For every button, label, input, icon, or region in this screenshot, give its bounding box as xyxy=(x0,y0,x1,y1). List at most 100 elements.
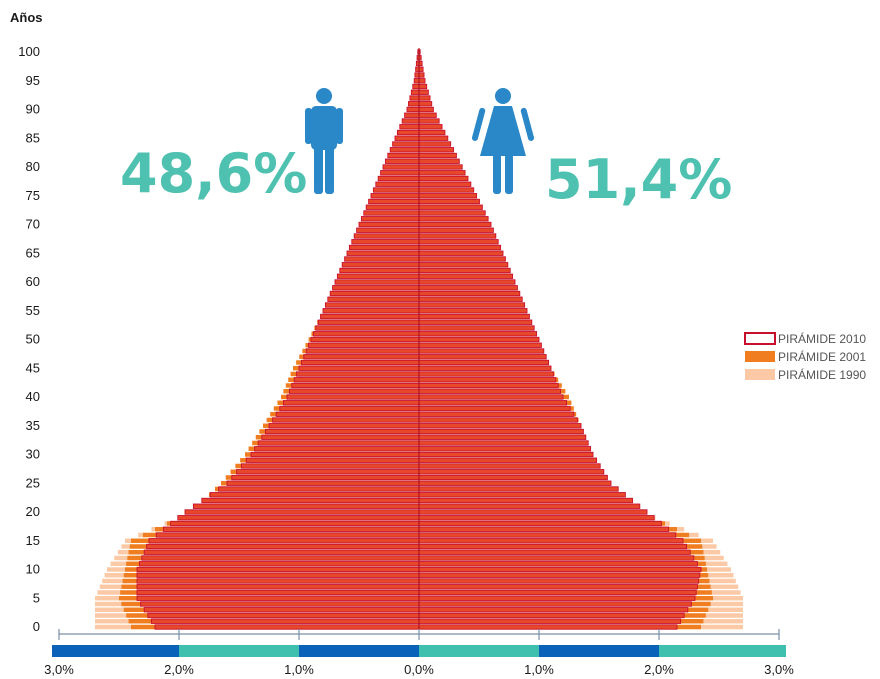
bar-female-p2010 xyxy=(418,336,540,343)
y-tick-label: 60 xyxy=(26,274,40,289)
bar-male-p2010 xyxy=(272,417,420,423)
bar-male-p2010 xyxy=(240,463,420,469)
y-tick-label: 90 xyxy=(26,102,40,117)
bar-female-p2010 xyxy=(418,486,619,492)
bar-female-p2010 xyxy=(418,555,695,561)
bar-female-p2010 xyxy=(418,72,425,78)
x-tick-label: 0,0% xyxy=(404,662,434,677)
bar-female-p2010 xyxy=(418,503,641,509)
x-axis-color-band xyxy=(52,645,786,657)
bar-male-p2010 xyxy=(300,359,420,366)
bar-female-p2010 xyxy=(418,319,533,325)
bar-female-p2010 xyxy=(418,124,443,130)
bar-female-p2010 xyxy=(418,492,626,498)
bar-male-p2010 xyxy=(320,313,420,320)
bar-female-p2010 xyxy=(418,532,677,538)
bar-female-p2010 xyxy=(418,446,592,452)
bar-female-p2010 xyxy=(418,359,550,366)
bar-male-p2010 xyxy=(245,457,420,463)
bar-male-p2010 xyxy=(353,233,420,239)
bar-female-p2010 xyxy=(418,198,480,205)
bar-male-p2010 xyxy=(377,175,420,182)
bar-female-p2010 xyxy=(418,411,575,417)
bar-male-p2010 xyxy=(406,106,420,113)
y-tick-label: 55 xyxy=(26,303,40,318)
bar-male-p2010 xyxy=(136,578,420,584)
bar-female-p2010 xyxy=(418,480,612,486)
bar-female-p2010 xyxy=(418,607,689,613)
bar-male-p2010 xyxy=(170,520,420,527)
bar-female-p2010 xyxy=(418,106,434,113)
x-axis xyxy=(58,629,780,640)
bar-female-p2010 xyxy=(418,313,530,320)
bar-female-p2010 xyxy=(418,147,455,153)
bar-male-p2010 xyxy=(404,112,420,118)
bar-male-p2010 xyxy=(291,382,420,389)
y-tick-label: 50 xyxy=(26,332,40,347)
y-tick-label: 80 xyxy=(26,159,40,174)
female-percent: 51,4% xyxy=(545,148,732,211)
legend-swatch-p2010 xyxy=(744,332,776,345)
x-band-segment xyxy=(539,645,659,657)
bar-female-p2010 xyxy=(418,624,678,630)
bar-male-p2010 xyxy=(315,325,420,331)
bar-male-p2010 xyxy=(372,187,420,193)
y-tick-label: 85 xyxy=(26,130,40,145)
bar-male-p2010 xyxy=(409,95,420,101)
bar-female-p2010 xyxy=(418,417,578,423)
bar-male-p2010 xyxy=(296,371,420,377)
bar-male-p2010 xyxy=(358,221,420,228)
bar-female-p2010 xyxy=(418,285,518,291)
bar-male-p2010 xyxy=(380,170,420,176)
y-tick-label: 65 xyxy=(26,245,40,260)
x-tick-label: 2,0% xyxy=(164,662,194,677)
bar-female-p2010 xyxy=(418,469,605,475)
bar-male-p2010 xyxy=(282,400,420,406)
bar-male-p2010 xyxy=(399,124,420,130)
x-tick-label: 2,0% xyxy=(644,662,674,677)
bar-male-p2010 xyxy=(143,549,420,555)
y-axis-title: Años xyxy=(10,10,43,25)
bar-female-p2010 xyxy=(418,451,594,458)
bar-male-p2010 xyxy=(308,342,420,348)
bar-female-p2010 xyxy=(418,250,504,256)
x-tick-label: 1,0% xyxy=(284,662,314,677)
bar-female-p2010 xyxy=(418,423,582,429)
bar-male-p2010 xyxy=(303,354,420,360)
bar-female-p2010 xyxy=(418,434,587,440)
bar-female-p2010 xyxy=(418,405,571,412)
legend-label-p2010: PIRÁMIDE 2010 xyxy=(778,331,866,346)
bar-male-p2010 xyxy=(141,555,420,561)
bar-female-p2010 xyxy=(418,601,692,607)
bar-male-p2010 xyxy=(136,584,420,590)
x-band-segment xyxy=(179,645,299,657)
bar-female-p2010 xyxy=(418,233,497,239)
bar-male-p2010 xyxy=(279,405,420,412)
bar-male-p2010 xyxy=(192,503,420,509)
bar-male-p2010 xyxy=(396,129,420,136)
bar-female-p2010 xyxy=(418,101,433,107)
bar-female-p2010 xyxy=(418,244,502,251)
y-tick-label: 40 xyxy=(26,389,40,404)
bar-male-p2010 xyxy=(218,486,420,492)
bar-male-p2010 xyxy=(329,290,420,297)
bar-male-p2010 xyxy=(140,601,420,607)
y-tick-label: 10 xyxy=(26,562,40,577)
y-tick-label: 70 xyxy=(26,217,40,232)
bar-male-p2010 xyxy=(341,262,420,268)
bar-male-p2010 xyxy=(351,239,420,245)
series-2010 xyxy=(136,48,702,630)
x-tick-label: 1,0% xyxy=(524,662,554,677)
bar-female-p2010 xyxy=(418,561,698,567)
bar-female-p2010 xyxy=(418,457,598,463)
bar-female-p2010 xyxy=(418,95,431,101)
bar-female-p2010 xyxy=(418,262,509,268)
bar-female-p2010 xyxy=(418,382,559,389)
bar-female-p2010 xyxy=(418,66,424,72)
bar-male-p2010 xyxy=(147,612,420,619)
bar-female-p2010 xyxy=(418,141,452,147)
bar-female-p2010 xyxy=(418,388,562,394)
y-tick-label: 0 xyxy=(33,619,40,634)
bar-female-p2010 xyxy=(418,152,457,159)
x-band-segment xyxy=(299,645,419,657)
